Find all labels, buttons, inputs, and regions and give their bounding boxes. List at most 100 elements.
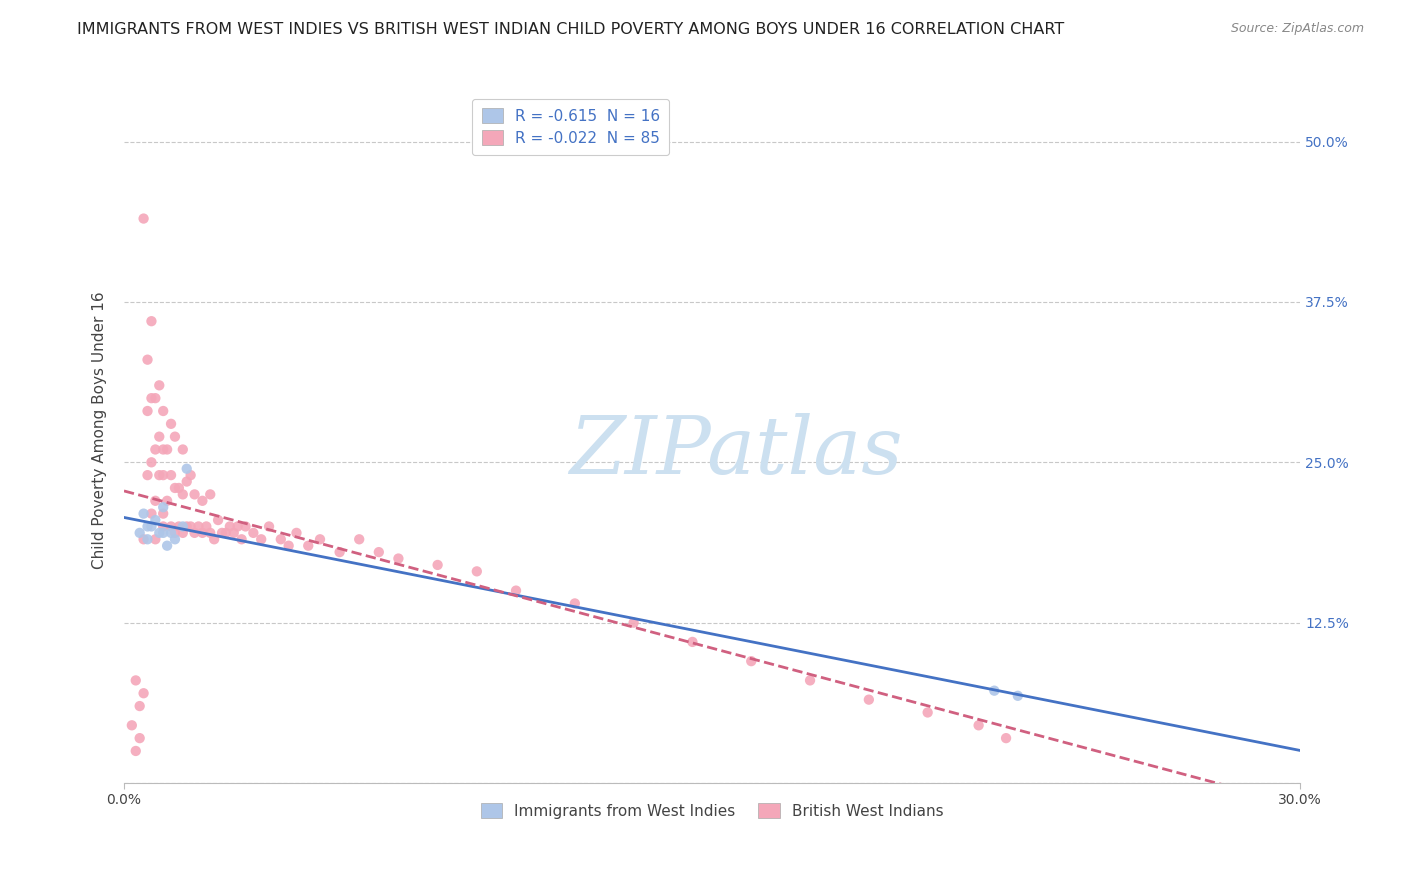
Point [799,673,821,688]
Point [191,525,214,540]
Point [152,500,174,515]
Point [858,692,880,706]
Point [285,525,308,540]
Point [226,519,249,533]
Point [207,513,229,527]
Y-axis label: Child Poverty Among Boys Under 16: Child Poverty Among Boys Under 16 [93,292,107,569]
Point [215,525,238,540]
Point [297,539,319,553]
Point [309,533,332,547]
Point [156,442,179,457]
Point [143,442,166,457]
Point [235,519,257,533]
Point [156,539,179,553]
Point [172,519,194,533]
Point [148,468,170,483]
Point [917,706,939,720]
Point [231,533,253,547]
Point [176,461,198,475]
Point [270,533,292,547]
Point [136,468,159,483]
Point [191,493,214,508]
Point [242,525,264,540]
Point [187,519,209,533]
Point [163,533,186,547]
Point [148,430,170,444]
Point [152,468,174,483]
Point [740,654,762,668]
Point [564,596,586,610]
Point [183,487,205,501]
Point [132,686,155,700]
Point [200,487,222,501]
Point [141,391,163,405]
Point [152,519,174,533]
Point [152,525,174,540]
Point [143,391,166,405]
Point [132,211,155,226]
Point [136,404,159,418]
Point [277,539,299,553]
Point [143,533,166,547]
Point [995,731,1018,746]
Point [195,519,218,533]
Point [426,558,449,572]
Point [156,493,179,508]
Point [167,481,190,495]
Point [160,468,183,483]
Point [183,525,205,540]
Point [176,519,198,533]
Point [623,615,645,630]
Point [202,533,225,547]
Point [172,487,194,501]
Point [141,314,163,328]
Text: IMMIGRANTS FROM WEST INDIES VS BRITISH WEST INDIAN CHILD POVERTY AMONG BOYS UNDE: IMMIGRANTS FROM WEST INDIES VS BRITISH W… [77,22,1064,37]
Point [222,525,245,540]
Point [141,455,163,469]
Point [180,519,202,533]
Point [257,519,280,533]
Point [1007,689,1029,703]
Point [148,525,170,540]
Point [172,442,194,457]
Point [141,507,163,521]
Point [141,519,163,533]
Point [143,513,166,527]
Point [143,493,166,508]
Point [163,525,186,540]
Point [172,525,194,540]
Text: ZIPatlas: ZIPatlas [569,413,903,491]
Point [163,430,186,444]
Point [211,525,233,540]
Point [128,699,150,714]
Point [121,718,143,732]
Point [200,525,222,540]
Point [152,507,174,521]
Point [167,519,190,533]
Point [160,417,183,431]
Point [967,718,990,732]
Text: Source: ZipAtlas.com: Source: ZipAtlas.com [1230,22,1364,36]
Point [148,378,170,392]
Point [250,533,273,547]
Point [152,442,174,457]
Point [465,565,488,579]
Point [329,545,352,559]
Point [132,507,155,521]
Point [180,468,202,483]
Point [176,475,198,489]
Point [128,731,150,746]
Point [160,519,183,533]
Point [218,519,240,533]
Point [681,635,703,649]
Point [136,519,159,533]
Point [128,525,150,540]
Point [136,533,159,547]
Point [983,683,1005,698]
Point [152,404,174,418]
Point [367,545,389,559]
Legend: Immigrants from West Indies, British West Indians: Immigrants from West Indies, British Wes… [474,797,949,825]
Point [505,583,527,598]
Point [136,352,159,367]
Point [387,551,409,566]
